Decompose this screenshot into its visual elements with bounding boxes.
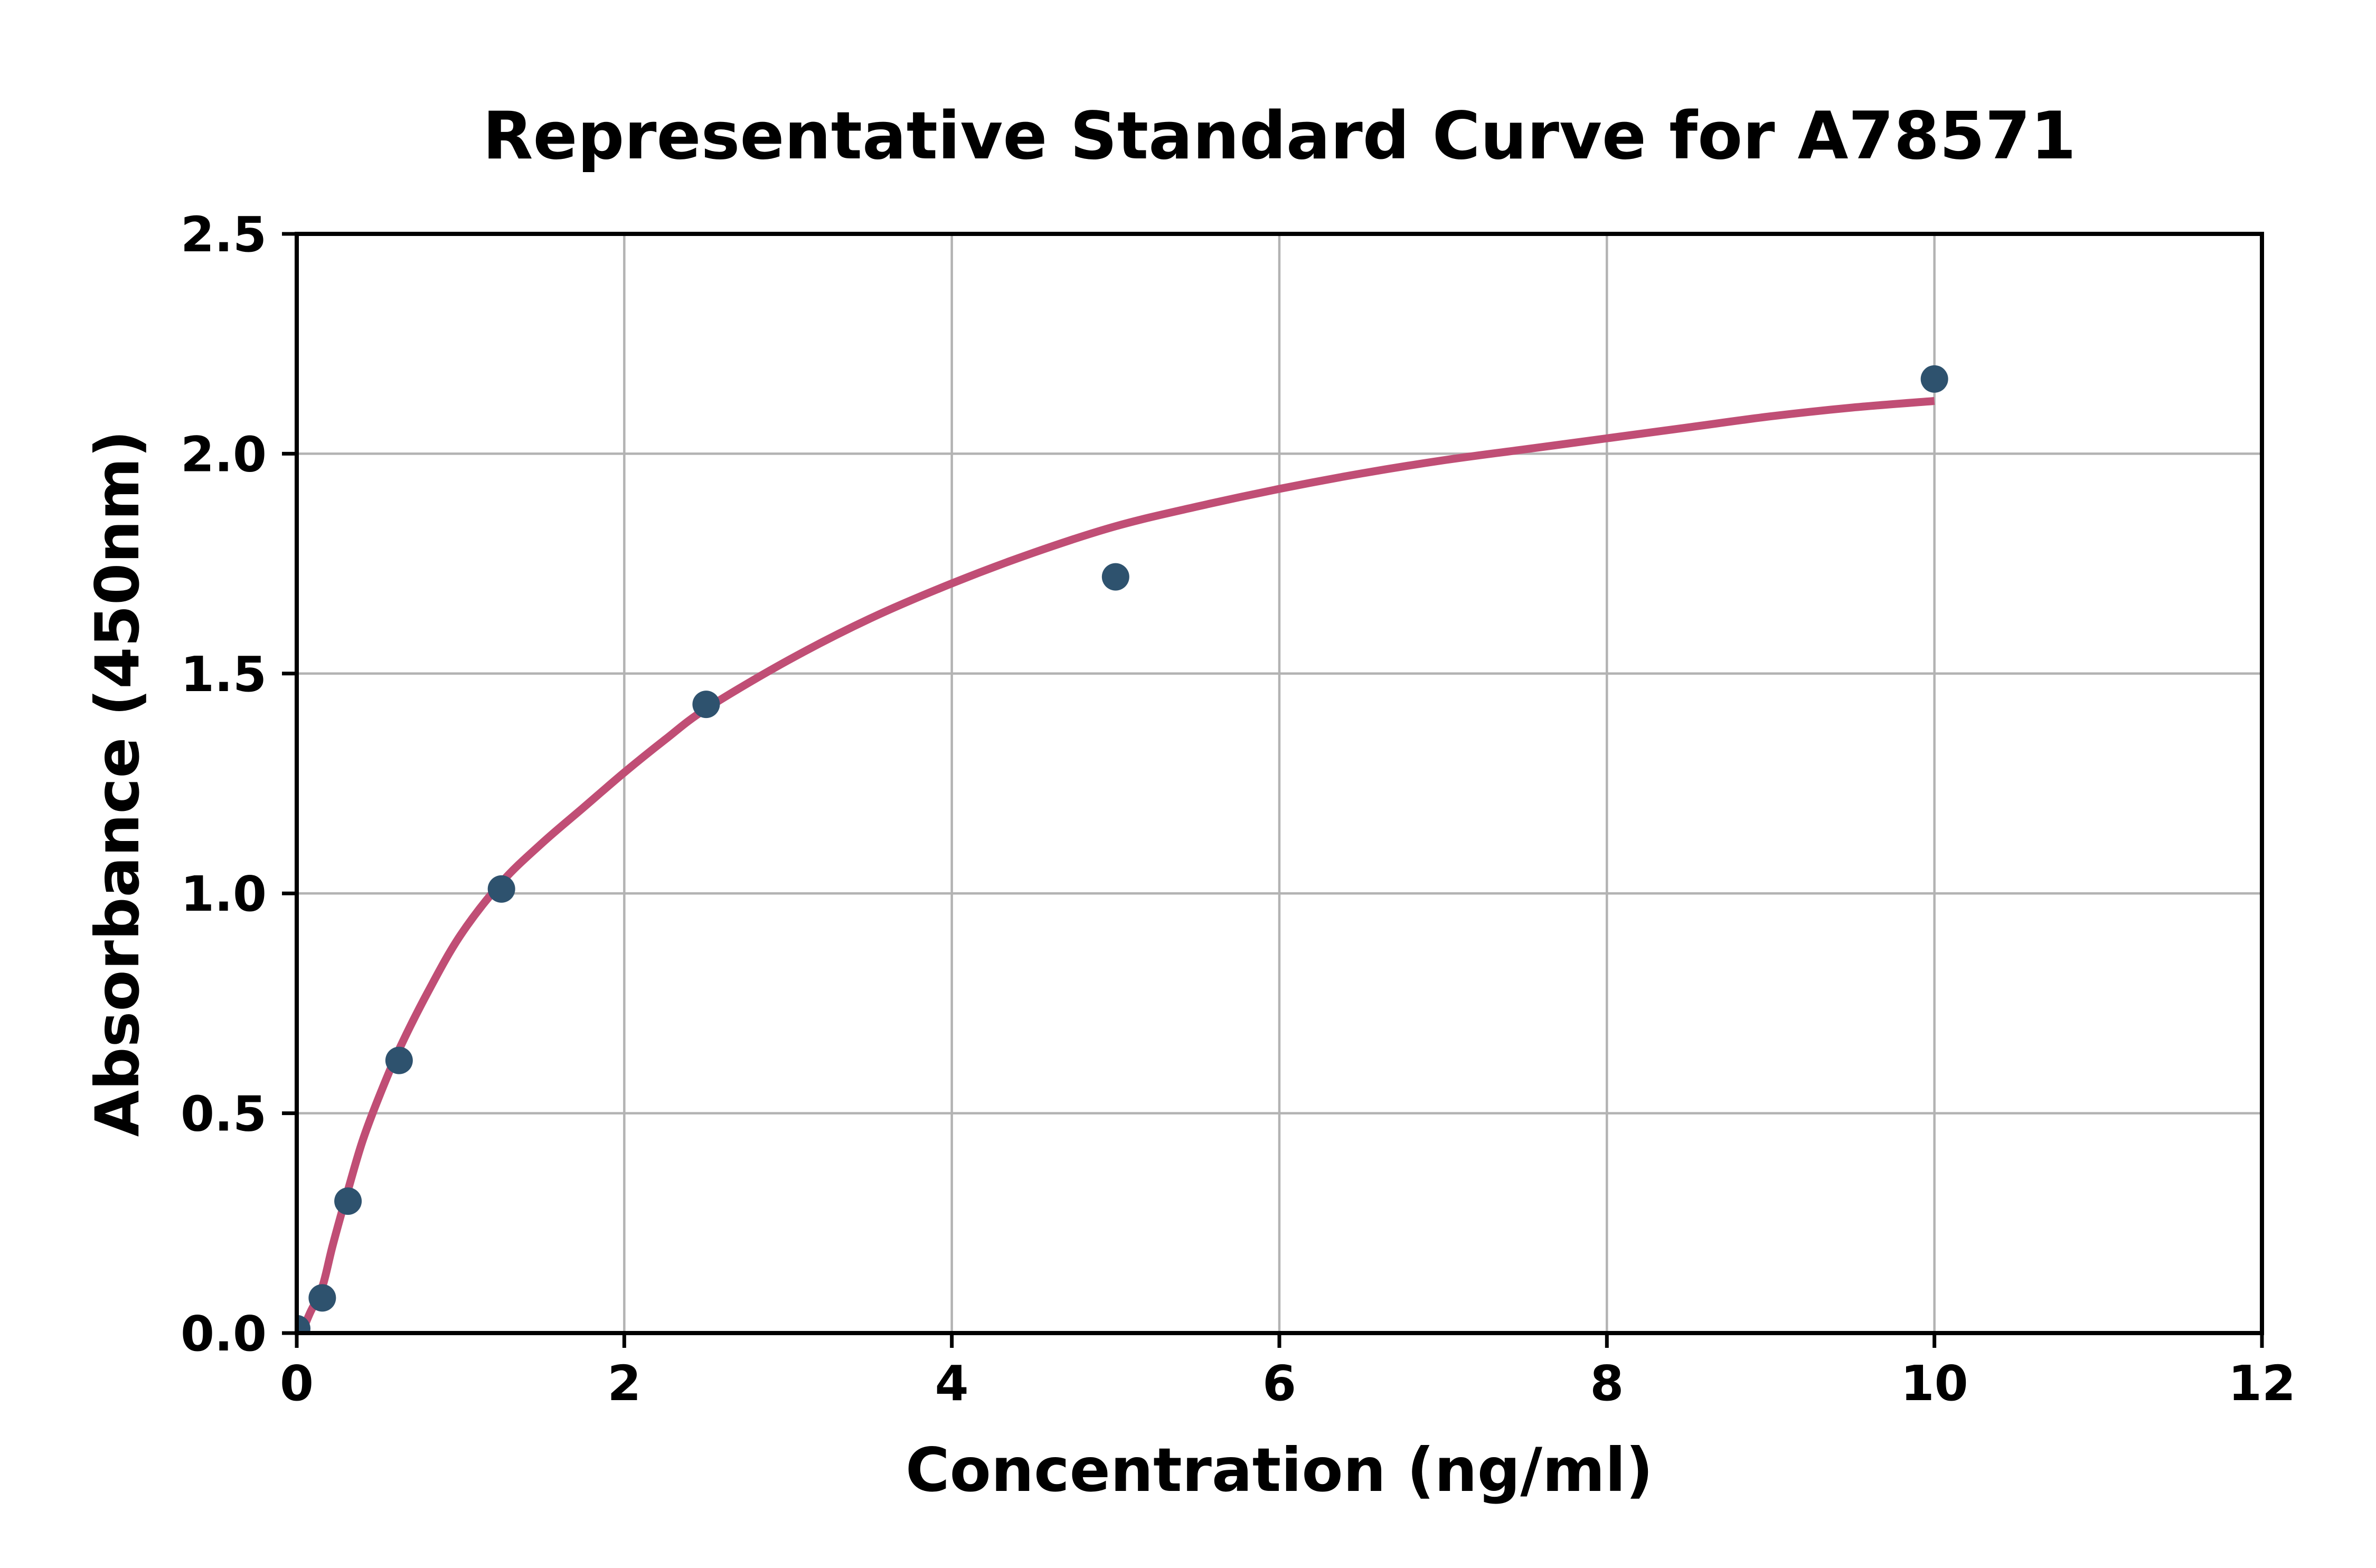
fit-curve-path — [298, 396, 1935, 1333]
y-tick-label: 2.0 — [181, 426, 267, 483]
data-point — [692, 691, 720, 719]
y-axis-ticks — [282, 232, 297, 1335]
x-axis-tick-labels: 0 2 4 6 8 10 12 — [280, 1355, 2296, 1412]
x-tick-label: 6 — [1262, 1355, 1296, 1412]
x-tick-label: 12 — [2228, 1355, 2296, 1412]
data-point — [1101, 563, 1129, 591]
data-point — [297, 1315, 310, 1333]
x-tick-label: 10 — [1901, 1355, 1968, 1412]
grid — [297, 234, 2262, 1333]
chart-title: Representative Standard Curve for A78571 — [483, 98, 2076, 174]
y-tick-label: 0.0 — [181, 1306, 267, 1362]
x-tick-label: 0 — [280, 1355, 314, 1412]
y-tick-label: 2.5 — [181, 206, 267, 263]
standard-curve-line — [298, 396, 1935, 1333]
data-point — [308, 1284, 336, 1312]
data-points — [297, 365, 1948, 1333]
data-point — [385, 1046, 413, 1074]
y-axis-label: Absorbance (450nm) — [82, 430, 153, 1137]
x-axis-label: Concentration (ng/ml) — [906, 1435, 1653, 1505]
x-tick-label: 2 — [607, 1355, 641, 1412]
x-tick-label: 4 — [935, 1355, 969, 1412]
data-point — [487, 875, 515, 903]
y-tick-label: 1.5 — [181, 646, 267, 703]
y-tick-label: 1.0 — [181, 866, 267, 922]
data-point — [334, 1187, 362, 1215]
x-axis-ticks — [295, 1333, 2264, 1348]
x-tick-label: 8 — [1590, 1355, 1624, 1412]
y-axis-tick-labels: 0.0 0.5 1.0 1.5 2.0 2.5 — [181, 206, 267, 1362]
data-point — [1920, 365, 1948, 393]
y-tick-label: 0.5 — [181, 1086, 267, 1142]
